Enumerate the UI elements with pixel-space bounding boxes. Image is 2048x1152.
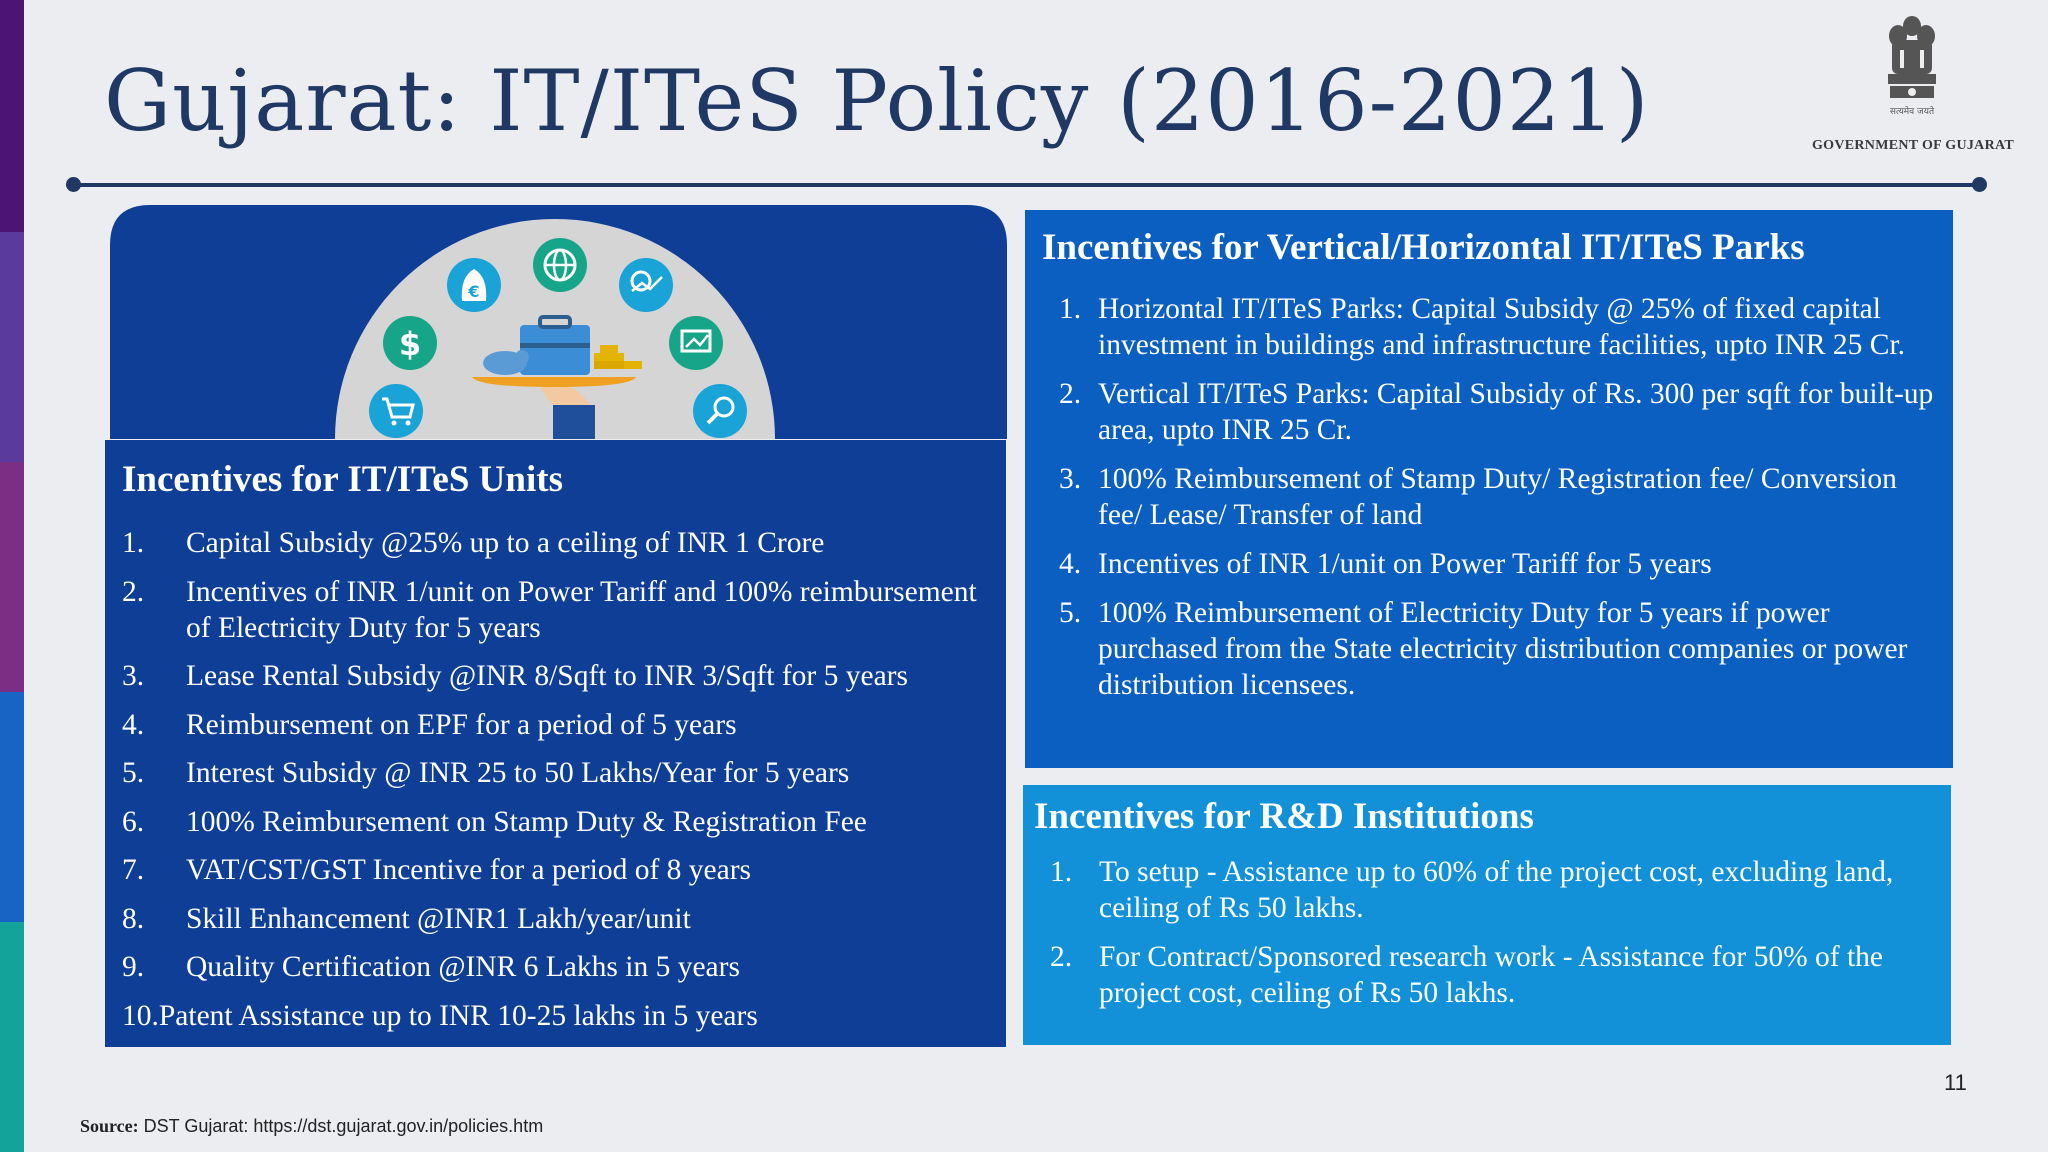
list-item-text: Horizontal IT/ITeS Parks: Capital Subsid…	[1098, 293, 1906, 361]
list-item: 2. Vertical IT/ITeS Parks: Capital Subsid…	[1059, 376, 1937, 448]
list-item: 3. 100% Reimbursement of Stamp Duty/ Regi…	[1059, 461, 1937, 533]
search-icon	[693, 384, 747, 438]
list-item: 2. Incentives of INR 1/unit on Power Tari…	[122, 574, 988, 646]
globe-icon	[533, 238, 587, 292]
list-item: 3. Lease Rental Subsidy @INR 8/Sqft to IN…	[122, 658, 988, 694]
list-item-text: Reimbursement on EPF for a period of 5 y…	[186, 708, 737, 741]
list-item-text: 100% Reimbursement of Stamp Duty/ Regist…	[1098, 463, 1897, 531]
units-list: 1. Capital Subsidy @25% up to a ceiling o…	[122, 525, 988, 1034]
source-note: Source: DST Gujarat: https://dst.gujarat…	[80, 1116, 543, 1137]
source-label: Source:	[80, 1116, 139, 1136]
list-item-number: 2.	[1059, 378, 1082, 410]
euro-bag-icon: €	[447, 258, 501, 312]
state-emblem-icon: सत्यमेव जयते	[1888, 16, 1936, 117]
piggy-bank-icon	[483, 350, 529, 375]
list-item-text: Incentives of INR 1/unit on Power Tariff…	[186, 575, 977, 644]
divider-dot-right	[1972, 177, 1987, 192]
parks-list: 1. Horizontal IT/ITeS Parks: Capital Subs…	[1042, 291, 1937, 703]
source-text: DST Gujarat: https://dst.gujarat.gov.in/…	[138, 1116, 544, 1136]
list-item-number: 8.	[122, 902, 145, 935]
list-item: 6. 100% Reimbursement on Stamp Duty & Reg…	[122, 804, 988, 840]
svg-text:$: $	[399, 325, 421, 363]
list-item: 1. Horizontal IT/ITeS Parks: Capital Subs…	[1059, 291, 1937, 363]
list-item-number: 3.	[122, 660, 145, 692]
analytics-icon	[619, 258, 673, 312]
incentives-illustration: € $	[110, 205, 1007, 439]
list-item-number: 5.	[1059, 597, 1082, 629]
rd-panel: Incentives for R&D Institutions 1. To set…	[1023, 785, 1951, 1045]
list-item-text: Capital Subsidy @25% up to a ceiling of …	[186, 527, 825, 559]
list-item: 5. Interest Subsidy @ INR 25 to 50 Lakhs/…	[122, 755, 988, 791]
list-item-text: 100% Reimbursement on Stamp Duty & Regis…	[186, 805, 867, 838]
list-item: 5. 100% Reimbursement of Electricity Duty…	[1059, 595, 1937, 703]
list-item-text: For Contract/Sponsored research work - A…	[1099, 941, 1884, 1009]
list-item-number: 7.	[122, 854, 145, 886]
stripe-magenta	[0, 462, 24, 692]
rd-heading: Incentives for R&D Institutions	[1034, 796, 1534, 837]
government-caption: GOVERNMENT OF GUJARAT	[1811, 138, 2015, 153]
coins-icon	[594, 345, 642, 369]
list-item: 10.Patent Assistance up to INR 10-25 lak…	[122, 998, 988, 1034]
list-item-text: VAT/CST/GST Incentive for a period of 8 …	[186, 854, 752, 886]
list-item-text: Interest Subsidy @ INR 25 to 50 Lakhs/Ye…	[186, 757, 850, 789]
stripe-blue	[0, 692, 24, 922]
rd-list: 1. To setup - Assistance up to 60% of the…	[1034, 854, 1933, 1011]
divider-dot-left	[66, 177, 81, 192]
list-item-number: 1.	[1050, 856, 1073, 888]
briefcase-on-tray-icon	[472, 315, 636, 439]
title-divider	[72, 183, 1980, 187]
stripe-violet	[0, 232, 24, 462]
list-item-number: 4.	[1059, 548, 1082, 580]
stripe-teal	[0, 922, 24, 1152]
presentation-chart-icon	[669, 316, 723, 370]
parks-heading: Incentives for Vertical/Horizontal IT/IT…	[1042, 227, 1805, 268]
list-item-text: Skill Enhancement @INR1 Lakh/year/unit	[186, 902, 691, 935]
list-item-number: 2.	[1050, 941, 1073, 973]
list-item: 4. Reimbursement on EPF for a period of 5…	[122, 707, 988, 743]
units-heading: Incentives for IT/ITeS Units	[122, 459, 563, 500]
list-item-text: Quality Certification @INR 6 Lakhs in 5 …	[186, 951, 740, 983]
list-item-text: Patent Assistance up to INR 10-25 lakhs …	[158, 999, 758, 1032]
list-item: 1. Capital Subsidy @25% up to a ceiling o…	[122, 525, 988, 561]
dollar-icon: $	[383, 316, 437, 370]
list-item-number: 6.	[122, 805, 145, 838]
page-number: 11	[1944, 1070, 1967, 1095]
stripe-purple	[0, 0, 24, 232]
svg-text:सत्यमेव जयते: सत्यमेव जयते	[1890, 105, 1935, 117]
list-item-number: 9.	[122, 951, 145, 983]
slide-title: Gujarat: IT/ITeS Policy (2016-2021)	[104, 52, 1650, 150]
list-item-number: 1.	[1059, 293, 1082, 325]
list-item: 9. Quality Certification @INR 6 Lakhs in …	[122, 949, 988, 985]
list-item: 8. Skill Enhancement @INR1 Lakh/year/unit	[122, 901, 988, 937]
list-item: 1. To setup - Assistance up to 60% of the…	[1034, 854, 1933, 926]
list-item-text: Incentives of INR 1/unit on Power Tariff…	[1098, 548, 1712, 580]
list-item-number: 4.	[122, 708, 145, 741]
parks-panel: Incentives for Vertical/Horizontal IT/IT…	[1025, 210, 1953, 768]
list-item-text: To setup - Assistance up to 60% of the p…	[1099, 856, 1894, 924]
units-panel: Incentives for IT/ITeS Units 1. Capital S…	[105, 440, 1006, 1047]
list-item-number: 3.	[1059, 463, 1082, 495]
list-item-number: 2.	[122, 575, 145, 608]
list-item-text: Vertical IT/ITeS Parks: Capital Subsidy …	[1098, 378, 1934, 446]
list-item-number: 1.	[122, 527, 145, 559]
svg-text:€: €	[467, 282, 479, 301]
list-item-number: 10.	[122, 999, 159, 1032]
list-item: 7. VAT/CST/GST Incentive for a period of …	[122, 852, 988, 888]
list-item-text: 100% Reimbursement of Electricity Duty f…	[1098, 597, 1908, 701]
list-item-number: 5.	[122, 757, 145, 789]
list-item: 4. Incentives of INR 1/unit on Power Tari…	[1059, 546, 1937, 582]
list-item: 2. For Contract/Sponsored research work -…	[1034, 939, 1933, 1011]
cart-icon	[369, 384, 423, 438]
list-item-text: Lease Rental Subsidy @INR 8/Sqft to INR …	[186, 660, 908, 692]
